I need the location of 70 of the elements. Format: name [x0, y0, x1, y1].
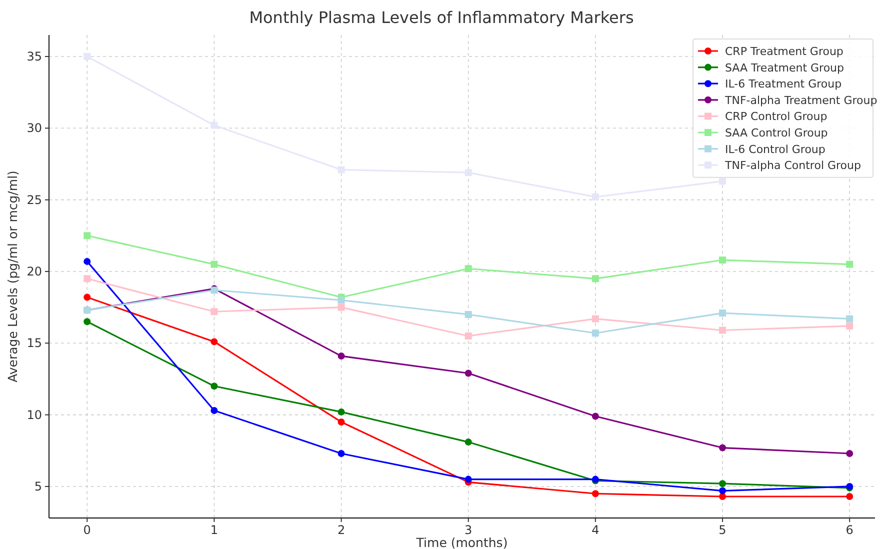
y-tick-label: 30 [26, 121, 42, 136]
point [84, 258, 91, 265]
point [592, 315, 599, 322]
point [464, 476, 472, 483]
x-tick-label: 2 [337, 523, 346, 537]
point [592, 193, 599, 200]
y-axis-title: Average Levels (pg/ml or mcg/ml) [5, 170, 20, 382]
point [338, 166, 345, 174]
legend-label: IL-6 Control Group [725, 142, 826, 156]
point [719, 493, 726, 500]
point [592, 412, 599, 420]
point [846, 315, 854, 322]
point [210, 260, 218, 268]
legend-label: TNF-alpha Control Group [724, 159, 861, 172]
x-tick-label: 6 [846, 523, 854, 537]
legend-label: TNF-alpha Treatment Group [724, 94, 878, 107]
point [338, 418, 345, 426]
x-tick-label: 1 [210, 523, 218, 537]
point [464, 332, 472, 340]
legend-label: SAA Treatment Group [725, 61, 844, 74]
y-tick-label: 35 [26, 50, 42, 64]
x-tick-label: 3 [464, 523, 472, 537]
legend-label: IL-6 Treatment Group [725, 78, 842, 91]
point [719, 444, 726, 452]
point [210, 338, 218, 346]
point [338, 450, 345, 458]
y-tick-label: 10 [26, 408, 42, 422]
point [338, 352, 345, 360]
point [846, 260, 854, 268]
point [592, 275, 599, 282]
point [84, 318, 91, 326]
point [464, 310, 472, 318]
x-axis-title: Time (months) [415, 535, 508, 549]
point [592, 490, 599, 498]
point [338, 304, 345, 311]
point [210, 407, 218, 414]
point [210, 122, 218, 129]
point [210, 382, 218, 390]
legend-label: SAA Control Group [725, 126, 828, 140]
legend-label: CRP Treatment Group [725, 45, 844, 58]
chart-title: Monthly Plasma Levels of Inflammatory Markers [249, 8, 634, 27]
point [719, 178, 726, 185]
y-tick-label: 5 [34, 479, 42, 494]
y-tick-label: 25 [26, 192, 42, 207]
point [846, 450, 854, 458]
point [84, 232, 91, 240]
legend-label: CRP Control Group [725, 110, 828, 124]
y-tick-label: 15 [26, 336, 42, 350]
x-tick-label: 0 [83, 523, 91, 537]
point [84, 53, 91, 60]
point [464, 438, 472, 446]
point [84, 275, 91, 282]
point [338, 296, 345, 304]
point [464, 169, 472, 176]
point [846, 322, 854, 330]
point [719, 487, 726, 494]
point [464, 265, 472, 272]
x-tick-label: 5 [718, 523, 726, 537]
point [464, 370, 472, 377]
x-tick-label: 4 [592, 523, 600, 537]
point [592, 330, 599, 337]
point [719, 326, 726, 334]
point [719, 310, 726, 317]
y-tick-label: 20 [26, 264, 42, 278]
point [84, 294, 91, 301]
point [719, 256, 726, 264]
point [338, 408, 345, 416]
point [846, 493, 854, 500]
point [210, 308, 218, 316]
point [719, 480, 726, 488]
